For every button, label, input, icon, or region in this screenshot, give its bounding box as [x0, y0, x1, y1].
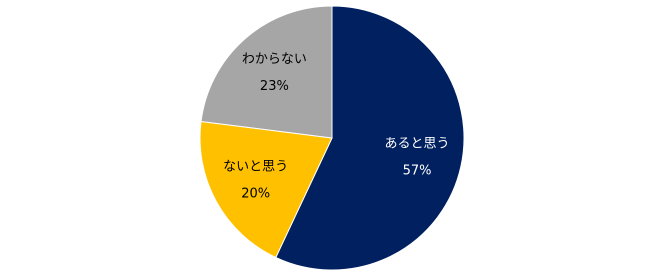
- value-label: 57%: [403, 164, 432, 179]
- slice-label: あると思う: [385, 137, 450, 152]
- pie-slice: [199, 120, 333, 259]
- slice-label: ないと思う: [223, 159, 288, 174]
- value-label: 20%: [241, 186, 270, 201]
- pie-slice: [200, 5, 333, 139]
- pie-slice: [275, 5, 465, 271]
- value-label: 23%: [260, 79, 289, 94]
- slice-label: わからない: [242, 52, 307, 67]
